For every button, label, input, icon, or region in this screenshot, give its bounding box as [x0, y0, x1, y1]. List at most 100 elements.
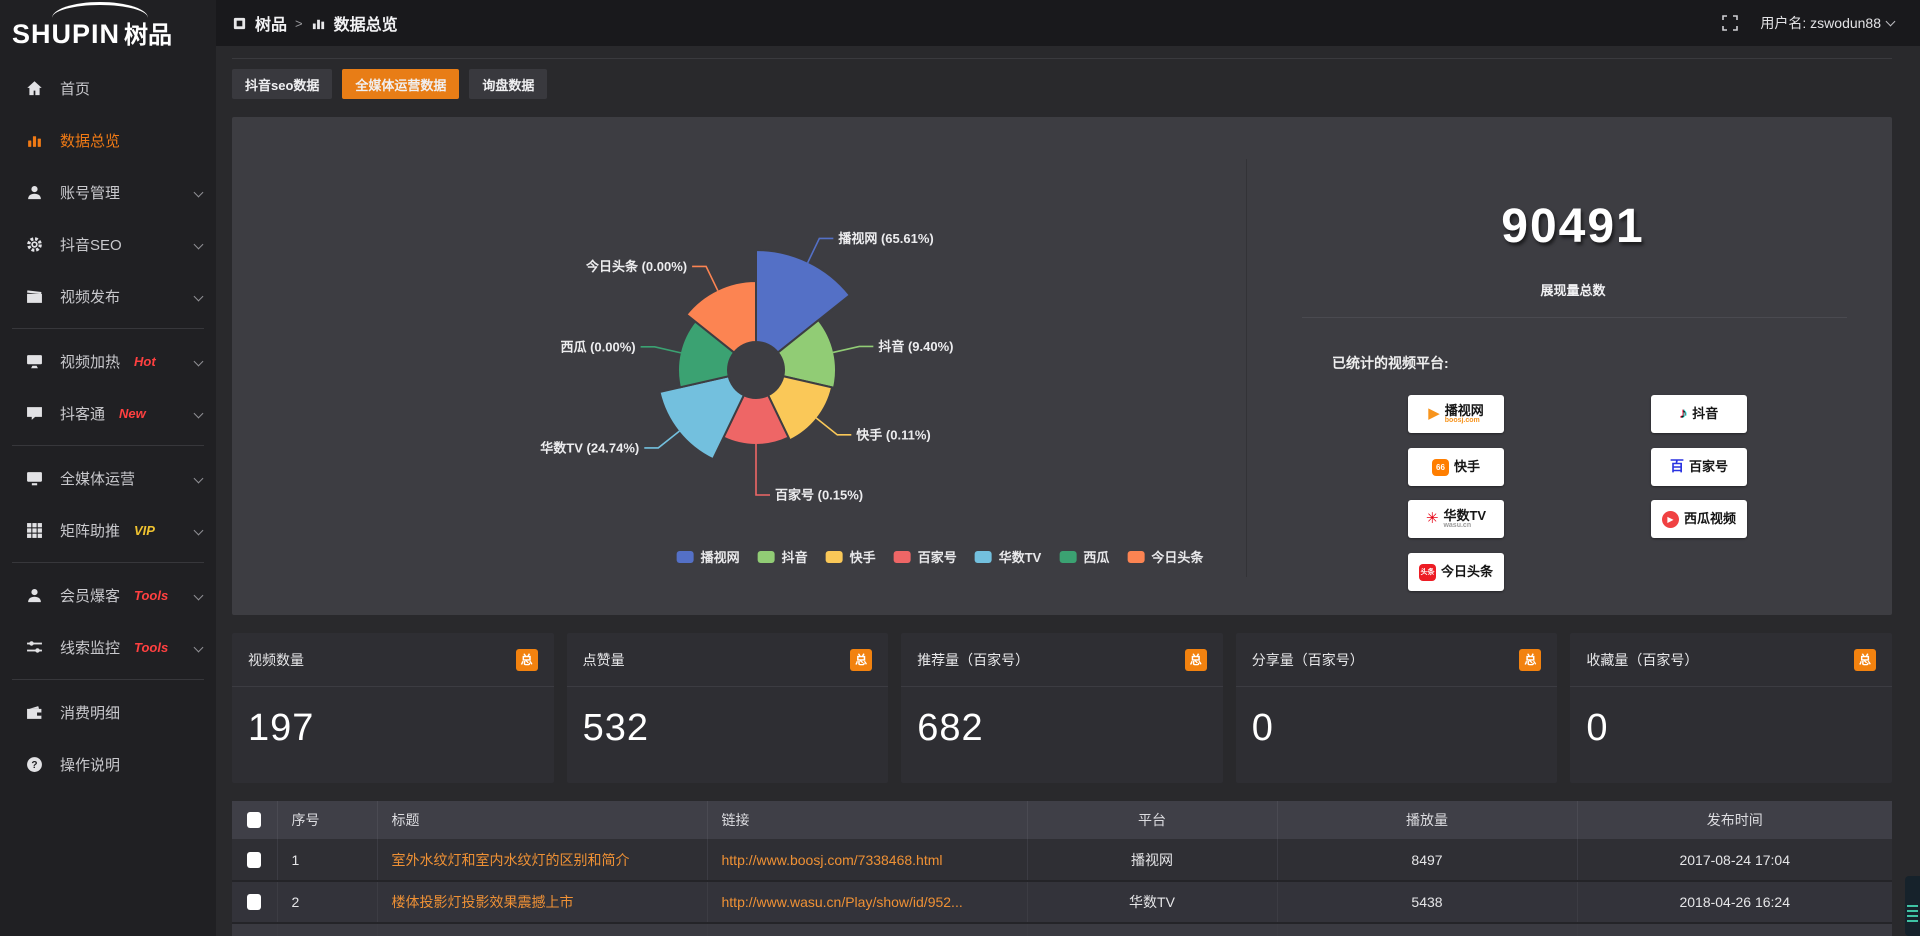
sidebar-item-label: 矩阵助推 [60, 522, 121, 540]
legend-label: 西瓜 [1083, 550, 1110, 565]
video-table-wrap: 序号 标题 链接 平台 播放量 发布时间 1 室外水纹灯和室内水纹灯的区别和简介 http:/… [232, 801, 1892, 936]
sidebar-item-1[interactable]: 首页 [0, 62, 216, 114]
breadcrumb: 树品 > 数据总览 [232, 11, 398, 35]
legend-swatch [825, 550, 843, 563]
grid-icon [26, 522, 43, 539]
topbar: 树品 > 数据总览 用户名: zswodun88 [216, 0, 1920, 46]
breadcrumb-root[interactable]: 树品 [255, 17, 288, 34]
tab-2[interactable]: 全媒体运营数据 [342, 69, 460, 99]
stat-card-value: 0 [1251, 707, 1274, 749]
tab-1[interactable]: 抖音seo数据 [232, 69, 333, 99]
row-checkbox[interactable] [247, 851, 262, 868]
cell-title-link[interactable]: 室外水纹灯和室内水纹灯的区别和简介 [377, 839, 708, 881]
sidebar-item-label: 抖客通 [60, 405, 106, 423]
sidebar-item-3[interactable]: 账号管理 [0, 166, 216, 218]
sidebar-item-13[interactable]: ? 操作说明 [0, 738, 216, 790]
monitor-icon [26, 470, 43, 487]
baijiahao-logo-icon: 百 [1669, 458, 1684, 474]
legend-swatch [676, 550, 694, 563]
legend-label: 华数TV [998, 550, 1042, 565]
pie-slice-快手 [766, 375, 834, 442]
sidebar-item-label: 视频发布 [60, 288, 121, 306]
sidebar-badge: Tools [134, 587, 169, 603]
sidebar-item-2[interactable]: 数据总览 [0, 114, 216, 166]
sidebar-item-6[interactable]: 视频加热 Hot [0, 335, 216, 387]
select-all-checkbox[interactable] [247, 812, 262, 828]
legend-item-快手[interactable]: 快手 [825, 547, 876, 566]
tab-3[interactable]: 询盘数据 [469, 69, 548, 99]
cell-title-link[interactable]: 楼体投影灯投影效果震撼上市 [377, 881, 708, 923]
logo-text-cn: 树品 [124, 22, 173, 49]
chevron-down-icon [193, 642, 204, 652]
legend-label: 播视网 [700, 550, 740, 565]
floating-helper-widget[interactable] [1905, 876, 1920, 936]
column-header-5: 播放量 [1277, 801, 1578, 839]
cell-num: 1 [277, 839, 378, 881]
sidebar-item-label: 视频加热 [60, 353, 121, 371]
sidebar-divider [12, 562, 204, 563]
stat-card-label: 分享量（百家号） [1251, 651, 1364, 668]
chat-icon [26, 405, 43, 422]
sidebar-item-5[interactable]: 视频发布 [0, 270, 216, 322]
fullscreen-icon[interactable] [1722, 15, 1739, 31]
chevron-down-icon [193, 356, 204, 366]
legend-item-抖音[interactable]: 抖音 [757, 547, 808, 566]
legend-label: 今日头条 [1151, 550, 1204, 565]
cell-platform: 播视网 [1027, 839, 1278, 881]
member-icon [26, 587, 43, 604]
stat-card-4: 分享量（百家号） 总 0 [1235, 633, 1558, 783]
row-checkbox[interactable] [247, 894, 262, 910]
sidebar-item-7[interactable]: 抖客通 New [0, 387, 216, 439]
xigua-logo-icon: ▶ [1661, 510, 1679, 528]
stat-card-5: 收藏量（百家号） 总 0 [1570, 633, 1892, 783]
platform-badge-百家号: 百百家号 [1651, 448, 1747, 486]
chevron-down-icon [193, 590, 204, 600]
stat-card-header: 视频数量 总 [232, 633, 554, 687]
sidebar-item-11[interactable]: 线索监控 Tools [0, 621, 216, 673]
legend-item-西瓜[interactable]: 西瓜 [1059, 547, 1109, 566]
stat-card-3: 推荐量（百家号） 总 682 [901, 633, 1223, 783]
sidebar-item-8[interactable]: 全媒体运营 [0, 452, 216, 504]
sidebar-item-10[interactable]: 会员爆客 Tools [0, 569, 216, 621]
app-square-icon [232, 16, 247, 31]
boosj-logo-icon: ▶ [1428, 405, 1440, 422]
chevron-down-icon [193, 291, 204, 301]
chart-mini-icon [311, 16, 326, 31]
pie-label-播视网: 播视网 (65.61%) [838, 231, 933, 246]
sidebar-item-label: 会员爆客 [60, 587, 121, 605]
total-badge: 总 [1519, 648, 1542, 671]
pie-label-快手: 快手 (0.11%) [856, 427, 930, 442]
sidebar-item-4[interactable]: 抖音SEO [0, 218, 216, 270]
legend-swatch [1127, 550, 1145, 563]
topbar-right: 用户名: zswodun88 [1722, 13, 1896, 33]
legend-item-今日头条[interactable]: 今日头条 [1127, 547, 1203, 566]
cell-plays: 8497 [1277, 839, 1578, 881]
cell-url-link[interactable]: http://www.wasu.cn/Play/show/id/952... [707, 881, 1028, 923]
legend-swatch [974, 550, 992, 563]
stat-card-1: 视频数量 总 197 [232, 633, 554, 783]
rose-pie-chart: 播视网 (65.61%) 抖音 (9.40%) 快手 (0.11%) 百家号 (0.1… [540, 231, 953, 503]
sidebar-item-label: 数据总览 [60, 132, 121, 150]
legend-label: 百家号 [917, 550, 957, 565]
stat-card-label: 推荐量（百家号） [917, 651, 1030, 668]
chevron-down-icon [193, 408, 204, 418]
platform-badge-华数TV: ✳ 华数TV wasu.cn [1408, 500, 1504, 538]
pie-slice-今日头条 [685, 279, 757, 354]
column-header-3: 链接 [707, 801, 1028, 839]
sidebar-item-9[interactable]: 矩阵助推 VIP [0, 504, 216, 556]
home-icon [26, 80, 43, 97]
legend-item-播视网[interactable]: 播视网 [676, 547, 740, 566]
total-impressions-label: 展现量总数 [1540, 283, 1606, 298]
platform-name: 西瓜视频 [1683, 511, 1736, 527]
sidebar-item-12[interactable]: 消费明细 [0, 686, 216, 738]
cell-url-link[interactable]: http://www.boosj.com/7338468.html [707, 839, 1028, 881]
username-label: 用户名: zswodun88 [1760, 15, 1881, 31]
total-impressions-value: 90491 [1501, 200, 1645, 253]
legend-item-百家号[interactable]: 百家号 [893, 547, 957, 566]
user-menu[interactable]: 用户名: zswodun88 [1760, 13, 1896, 33]
wallet-icon [26, 704, 43, 721]
legend-item-华数TV[interactable]: 华数TV [974, 547, 1042, 566]
stat-card-label: 点赞量 [582, 651, 625, 668]
stat-card-header: 分享量（百家号） 总 [1235, 633, 1558, 687]
sidebar-item-label: 抖音SEO [60, 236, 122, 254]
